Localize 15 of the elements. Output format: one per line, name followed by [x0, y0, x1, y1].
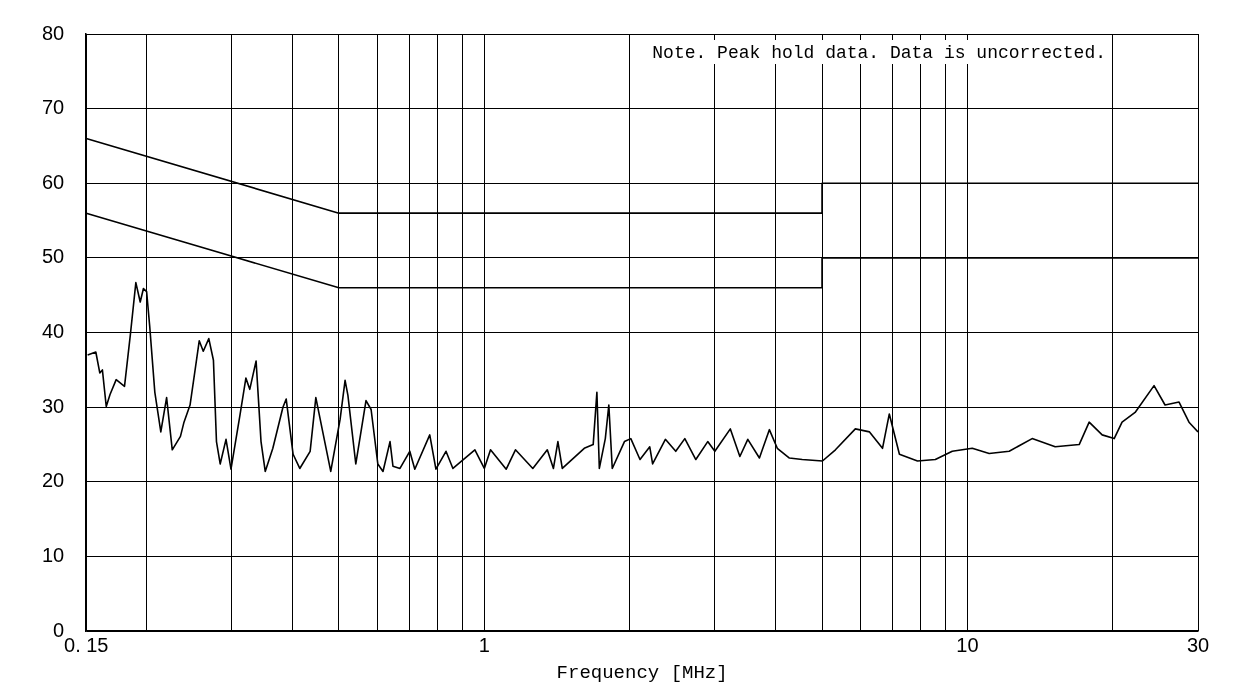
y-tick-label: 10 — [42, 544, 65, 567]
x-tick-label: 10 — [956, 633, 979, 656]
y-tick-label: 30 — [42, 394, 65, 417]
x-tick-label: 30 — [1186, 633, 1210, 656]
annotation: Note. Peak hold data. Data is uncorrected. — [652, 42, 1106, 63]
x-tick-label: 0. 15 — [64, 633, 109, 656]
y-tick-label: 40 — [42, 320, 65, 343]
y-tick-label: 0 — [53, 618, 65, 641]
x-axis-title: Frequency [MHz] — [556, 661, 728, 684]
y-tick-label: 20 — [42, 469, 65, 492]
x-tick-label: 1 — [478, 633, 490, 656]
y-tick-label: 50 — [42, 245, 65, 268]
y-tick-label: 60 — [42, 170, 65, 193]
y-tick-label: 80 — [42, 21, 65, 44]
y-tick-label: 70 — [42, 96, 65, 119]
